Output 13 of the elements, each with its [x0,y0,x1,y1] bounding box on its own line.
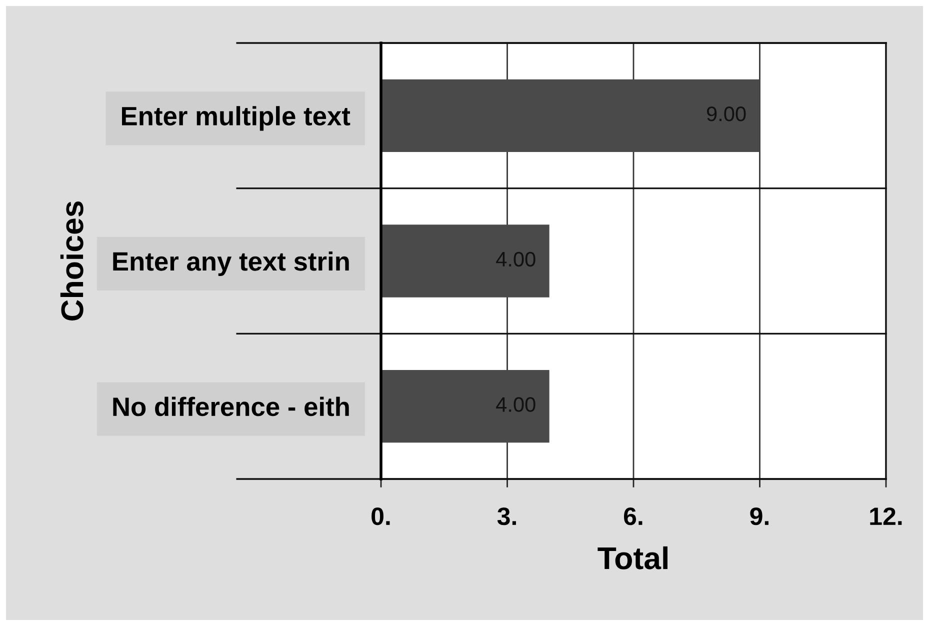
data-label: 9.00 [706,106,746,122]
y-tick-label: Enter multiple text [122,106,350,131]
y-tick-label: Enter any text strin [113,251,349,276]
y-tick-label: No difference - eith [113,396,349,416]
x-tick-label: 3. [497,507,516,526]
data-label: 4.00 [496,252,536,267]
x-tick-label: 9. [750,507,768,526]
x-tick-label: 6. [624,507,642,526]
x-tick-label: 0. [372,507,390,526]
y-axis-title: Choices [60,201,84,320]
data-label: 4.00 [496,397,536,412]
x-axis-title: Total [598,546,668,570]
x-tick-label: 12. [870,507,902,525]
